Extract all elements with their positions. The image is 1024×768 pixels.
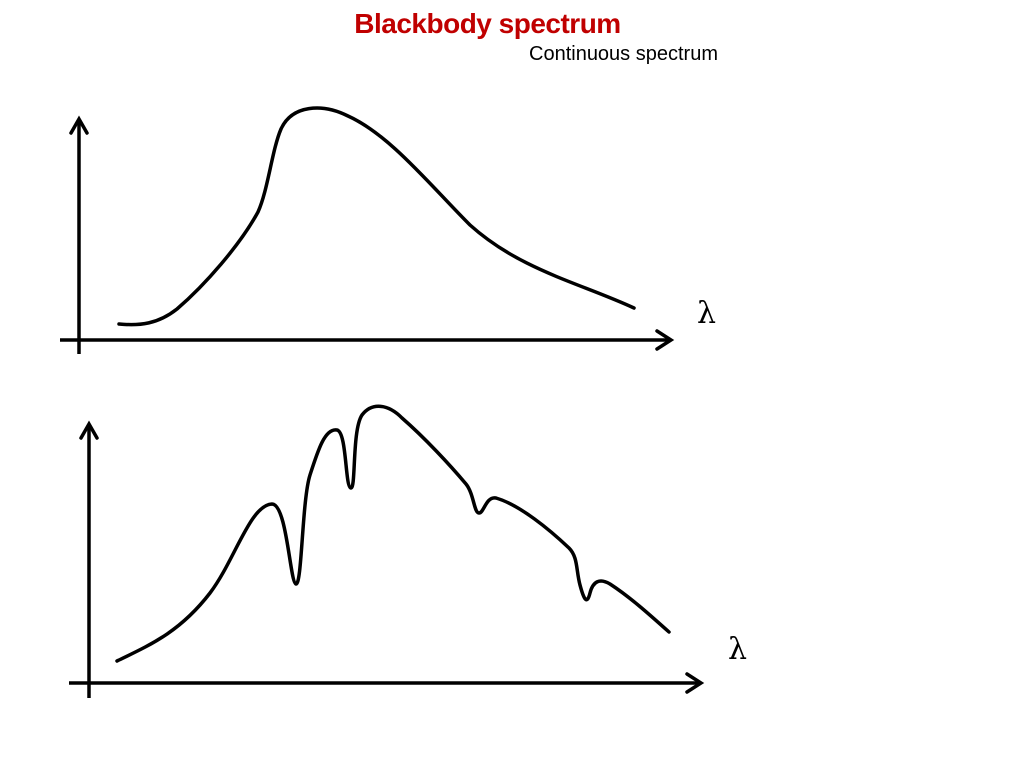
continuous-x-axis-arrowhead	[655, 329, 675, 351]
continuous-spectrum-curve	[117, 106, 636, 327]
absorption-spectrum-curve	[115, 404, 671, 663]
slide-title: Blackbody spectrum	[354, 8, 621, 39]
absorption-x-axis-arrowhead	[685, 672, 705, 694]
continuous-spectrum-plot: λ	[60, 106, 716, 354]
continuous-y-axis-arrowhead	[69, 115, 89, 135]
slide-subtitle: Continuous spectrum	[529, 43, 718, 65]
absorption-spectrum-plot: λ	[69, 404, 747, 698]
absorption-x-axis-lambda: λ	[728, 632, 747, 667]
absorption-y-axis-arrowhead	[79, 420, 99, 440]
continuous-x-axis-lambda: λ	[697, 296, 716, 331]
